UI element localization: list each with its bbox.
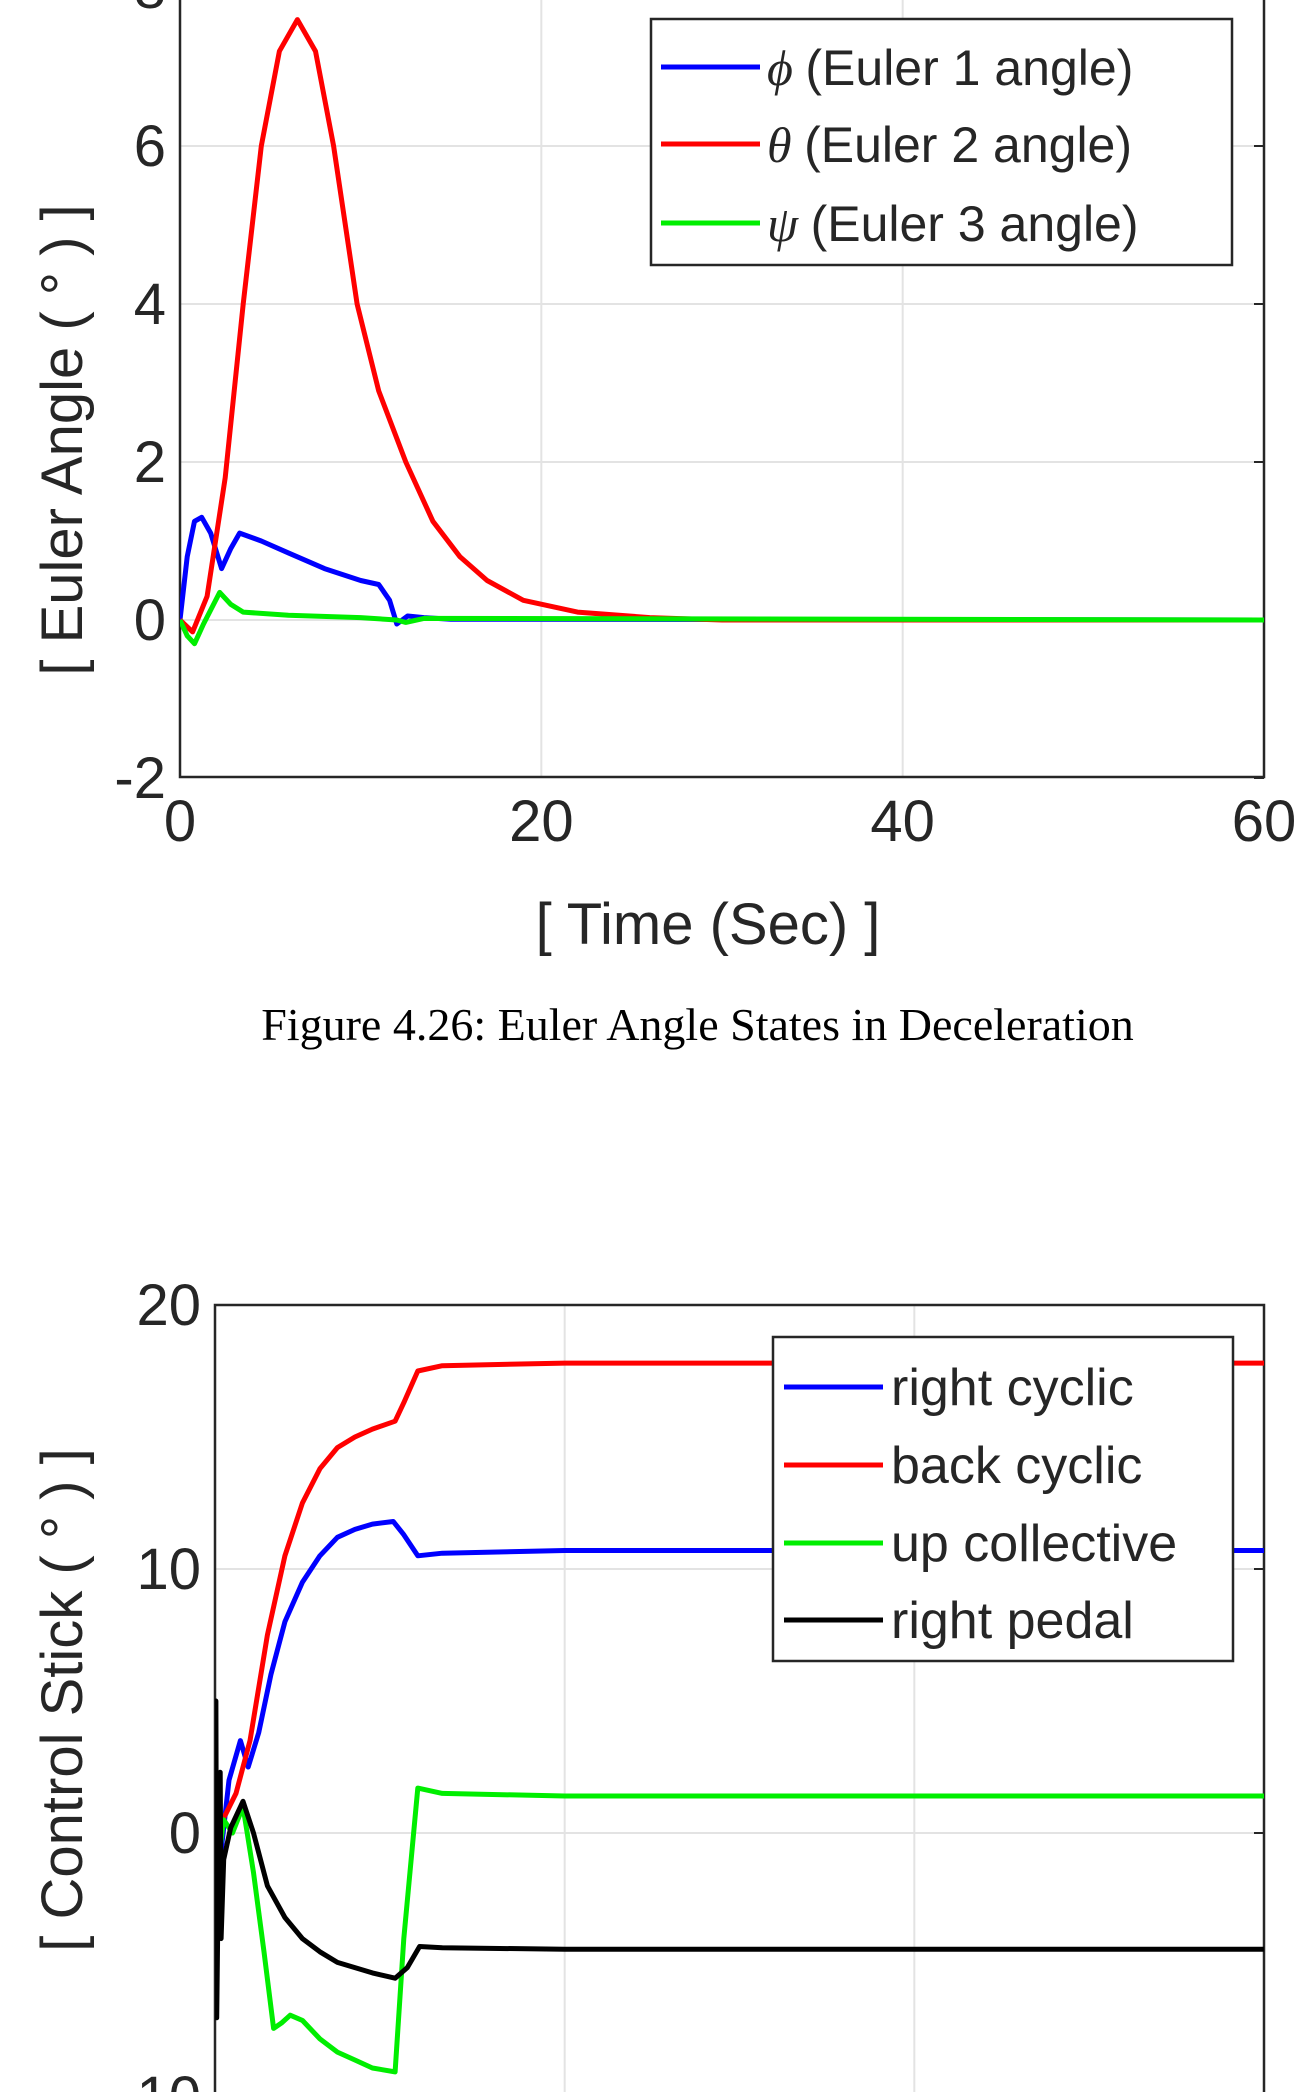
legend-entry: up collective: [891, 1515, 1177, 1573]
figure-caption: Figure 4.26: Euler Angle States in Decel…: [261, 999, 1134, 1050]
y-tick-label: 20: [136, 1273, 201, 1338]
legend-entry: right pedal: [891, 1592, 1134, 1650]
legend-entry: θ (Euler 2 angle): [767, 117, 1132, 173]
series-group: [215, 1360, 1264, 2075]
axes-box: [178, 0, 1266, 779]
series-line-right-pedal: [215, 1698, 1264, 2021]
x-tick-label: 0: [164, 789, 196, 854]
legend-entry: right cyclic: [891, 1359, 1134, 1417]
x-axis-label: [ Time (Sec) ]: [536, 892, 881, 957]
y-tick-label: 0: [134, 588, 166, 653]
series-line-up-collective: [215, 1785, 1264, 2075]
legend: right cyclic back cyclic up collective righ…: [771, 1335, 1235, 1663]
series-line-euler-2-angle: [180, 17, 1264, 635]
y-axis-label: [ Control Stick ( ° ) ]: [30, 1448, 95, 1951]
legend-entry: back cyclic: [891, 1437, 1142, 1495]
x-tick-label: 20: [509, 789, 574, 854]
x-tick-label: 40: [870, 789, 935, 854]
y-tick-label: 6: [134, 114, 166, 179]
y-tick-label: 10: [136, 1537, 201, 1602]
y-axis-label: [ Euler Angle ( ° ) ]: [30, 204, 95, 675]
series-line-back-cyclic: [215, 1360, 1264, 1835]
y-tick-label: 8: [134, 0, 166, 21]
euler-angle-chart: [ Time (Sec) ] [ Euler Angle ( ° ) ] -20…: [30, 0, 1295, 957]
x-tick-label: 60: [1232, 789, 1295, 854]
y-tick-label: -10: [117, 2065, 201, 2092]
y-tick-label: -2: [114, 746, 166, 811]
control-stick-chart: [ Control Stick ( ° ) ] -10 0 10 20 right cy…: [30, 1273, 1266, 2092]
y-tick-label: 0: [169, 1801, 201, 1866]
y-tick-label: 2: [134, 430, 166, 495]
series-line-right-cyclic: [215, 1519, 1264, 1862]
y-tick-label: 4: [134, 272, 166, 337]
series-line-euler-3-angle: [180, 589, 1264, 647]
legend-entry: ψ (Euler 3 angle): [767, 196, 1139, 252]
legend: ϕ (Euler 1 angle) θ (Euler 2 angle) ψ (Eul…: [649, 17, 1234, 267]
legend-entry: ϕ (Euler 1 angle): [767, 40, 1133, 96]
series-group: [180, 17, 1264, 647]
series-line-euler-1-angle: [180, 514, 1264, 627]
legend-box: [771, 1335, 1235, 1663]
